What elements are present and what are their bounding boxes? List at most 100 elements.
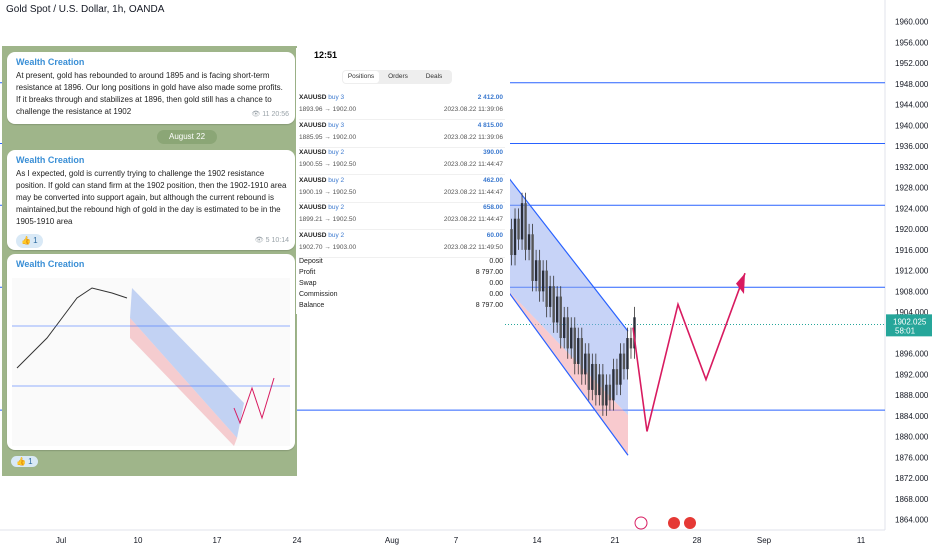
date-axis-label: 10	[134, 536, 143, 545]
date-axis-label: 11	[857, 536, 866, 545]
date-axis-label: 17	[213, 536, 222, 545]
position-row[interactable]: XAUUSD buy 2 1899.21 → 1902.50 658.00 2023.…	[299, 202, 505, 230]
price-axis-label: 1876.000	[895, 453, 929, 462]
candle-body	[601, 374, 605, 406]
message-time: 20:56	[271, 111, 289, 118]
date-axis-label: 24	[293, 536, 302, 545]
candle-body	[524, 203, 527, 250]
candle-body	[566, 317, 569, 349]
reaction-badge[interactable]: 👍 1	[11, 456, 38, 467]
candle-body	[541, 270, 545, 292]
position-time: 2023.08.22 11:44:47	[443, 161, 503, 168]
telegram-panel: Wealth Creation At present, gold has reb…	[2, 46, 297, 476]
position-symbol: XAUUSD buy 2	[299, 176, 345, 184]
price-axis-label: 1884.000	[895, 412, 929, 421]
message-author: Wealth Creation	[16, 155, 85, 165]
candle-body	[570, 327, 573, 349]
projection-arrowhead	[736, 273, 745, 294]
candle-body	[580, 338, 583, 375]
price-axis-label: 1940.000	[895, 121, 929, 130]
position-symbol: XAUUSD buy 2	[299, 204, 345, 211]
price-axis-label: 1908.000	[895, 287, 929, 296]
message-text: At present, gold has rebounded to around…	[16, 71, 283, 116]
price-axis-label: 1944.000	[895, 101, 929, 110]
price-axis-label: 1892.000	[895, 370, 929, 379]
message-1[interactable]: Wealth Creation At present, gold has reb…	[7, 52, 295, 124]
candle-body	[552, 286, 555, 323]
trading-app-panel: 12:51 Positions Orders Deals XAUUSD buy …	[296, 48, 510, 314]
candle-body	[591, 363, 594, 390]
position-row[interactable]: XAUUSD buy 3 1893.96 → 1902.00 2 412.00 202…	[299, 92, 505, 120]
tab-positions[interactable]: Positions	[343, 71, 379, 83]
candle-body	[594, 363, 598, 396]
summary-row: Deposit 0.00	[299, 258, 505, 265]
current-price-tag	[886, 314, 932, 337]
candle-body	[622, 353, 626, 370]
candle-body	[608, 384, 612, 401]
tab-orders[interactable]: Orders	[388, 73, 408, 80]
candle-body	[605, 384, 608, 406]
summary-label: Commission	[299, 291, 338, 298]
candle-body	[563, 317, 566, 339]
candle-body	[531, 234, 534, 281]
summary-value: 8 797.00	[475, 269, 503, 276]
summary-value: 0.00	[489, 258, 503, 265]
position-row[interactable]: XAUUSD buy 3 1885.95 → 1902.00 4 815.00 202…	[299, 120, 505, 148]
date-axis-label: Aug	[385, 536, 399, 545]
message-3[interactable]: Wealth Creation	[7, 254, 295, 450]
message-2[interactable]: Wealth Creation As I expected, gold is c…	[7, 150, 295, 250]
price-axis-label: 1880.000	[895, 433, 929, 442]
position-row[interactable]: XAUUSD buy 2 1902.70 → 1903.00 60.00 2023.0…	[299, 230, 505, 258]
position-prices: 1900.55 → 1902.50	[299, 161, 357, 168]
candle-body	[510, 229, 513, 256]
candle-body	[548, 286, 552, 307]
message-meta: 👁 11 20:56	[251, 111, 289, 118]
price-axis-label: 1904.000	[895, 308, 929, 317]
position-prices: 1902.70 → 1903.00	[299, 243, 357, 251]
tab-deals[interactable]: Deals	[425, 73, 443, 80]
position-row[interactable]: XAUUSD buy 2 1900.55 → 1902.50 390.00 2023.…	[299, 147, 505, 175]
price-axis-label: 1924.000	[895, 204, 929, 213]
candle-body	[598, 374, 601, 396]
candle-body	[534, 260, 538, 281]
summary-value: 0.00	[489, 280, 503, 287]
candle-body	[619, 353, 622, 385]
summary-value: 8 797.00	[475, 302, 503, 309]
position-profit: 462.00	[483, 176, 503, 184]
candle-body	[517, 218, 520, 240]
status-time: 12:51	[314, 50, 338, 60]
position-prices: 1893.96 → 1902.00	[299, 106, 357, 113]
price-axis-label: 1932.000	[895, 163, 929, 172]
candle-body	[629, 338, 633, 349]
countdown-value: 58:01	[895, 326, 916, 335]
summary-label: Swap	[299, 280, 317, 287]
summary-label: Balance	[299, 302, 325, 309]
channel-upper-fill	[505, 173, 628, 416]
summary-row: Profit 8 797.00	[299, 269, 505, 276]
price-axis-label: 1872.000	[895, 474, 929, 483]
price-axis-label: 1912.000	[895, 267, 929, 276]
date-axis-label: Jul	[56, 536, 66, 545]
candle-body	[520, 203, 524, 240]
summary-value: 0.00	[489, 291, 503, 298]
candle-body	[527, 234, 531, 250]
flash-icon	[634, 516, 648, 530]
price-axis-label: 1916.000	[895, 246, 929, 255]
us-flag-icon	[668, 517, 680, 529]
price-axis-label: 1952.000	[895, 59, 929, 68]
candle-body	[587, 353, 591, 390]
us-flag-icon	[684, 517, 696, 529]
position-time: 2023.08.22 11:44:47	[443, 188, 503, 196]
position-time: 2023.08.22 11:49:50	[443, 243, 503, 251]
candle-body	[612, 369, 615, 401]
chart-title: Gold Spot / U.S. Dollar, 1h, OANDA	[6, 4, 165, 15]
position-row[interactable]: XAUUSD buy 2 1900.19 → 1902.50 462.00 2023.…	[299, 175, 505, 203]
summary-label: Profit	[299, 269, 316, 276]
position-prices: 1899.21 → 1902.50	[299, 216, 357, 223]
summary-label: Deposit	[299, 258, 323, 265]
position-profit: 2 412.00	[477, 94, 503, 101]
candle-body	[559, 296, 562, 339]
message-text: As I expected, gold is currently trying …	[16, 169, 287, 226]
position-symbol: XAUUSD buy 2	[299, 149, 345, 156]
reaction-badge[interactable]: 👍 1	[16, 234, 43, 248]
